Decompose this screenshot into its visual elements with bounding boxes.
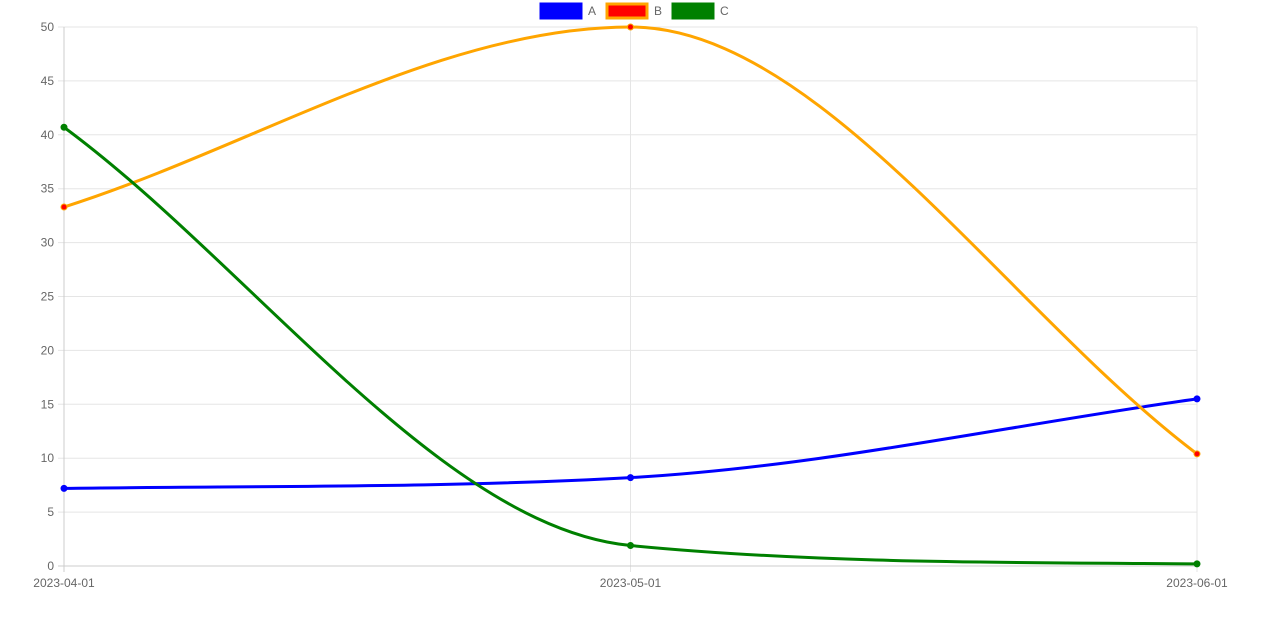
legend[interactable]: A B C (539, 2, 729, 20)
axes (63, 27, 1197, 567)
legend-item-c[interactable]: C (671, 2, 729, 20)
legend-swatch-b (605, 2, 649, 20)
series-a-point (627, 474, 634, 482)
y-tick-label: 25 (41, 290, 55, 304)
y-tick-label: 0 (47, 559, 54, 573)
y-tick-label: 50 (41, 20, 55, 34)
y-tick-label: 5 (47, 505, 54, 519)
y-tick-label: 20 (41, 343, 55, 357)
y-tick-label: 35 (41, 182, 55, 196)
legend-swatch-a (539, 2, 583, 20)
series-b-point (60, 203, 68, 211)
series-c-line (63, 126, 1198, 566)
y-tick-label: 45 (41, 74, 55, 88)
x-axis-tick-labels: 2023-04-01 2023-05-01 2023-06-01 (33, 576, 1228, 590)
y-tick-label: 40 (41, 128, 55, 142)
x-tick-label: 2023-04-01 (33, 576, 95, 590)
y-tick-label: 15 (41, 397, 55, 411)
x-tick-label: 2023-06-01 (1166, 576, 1228, 590)
series-a-point (60, 484, 68, 492)
legend-label-b: B (654, 4, 662, 18)
legend-label-c: C (720, 4, 729, 18)
series-c-point (60, 123, 68, 131)
series-c-point (627, 542, 634, 550)
x-tick-label: 2023-05-01 (600, 576, 662, 590)
y-tick-label: 30 (41, 236, 55, 250)
series-c-point (1193, 560, 1201, 568)
series-lines (60, 23, 1201, 568)
series-b-line (63, 25, 1198, 456)
series-a-point (1193, 395, 1201, 403)
y-axis-tick-labels: 0 5 10 15 20 25 30 35 40 45 50 (41, 20, 55, 573)
legend-item-a[interactable]: A (539, 2, 596, 20)
series-b-point (1193, 450, 1201, 458)
series-b-point (627, 23, 634, 31)
y-tick-label: 10 (41, 451, 55, 465)
legend-item-b[interactable]: B (605, 2, 662, 20)
legend-label-a: A (588, 4, 596, 18)
legend-swatch-c (671, 2, 715, 20)
